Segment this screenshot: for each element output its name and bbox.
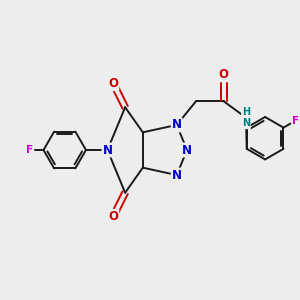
Text: N: N (103, 143, 112, 157)
Text: N: N (172, 169, 182, 182)
Text: N: N (172, 118, 182, 131)
Text: F: F (26, 145, 33, 155)
Text: N: N (182, 143, 192, 157)
Text: O: O (219, 68, 229, 81)
Text: O: O (108, 77, 118, 90)
Text: O: O (108, 210, 118, 223)
Text: H
N: H N (242, 107, 250, 128)
Text: F: F (292, 116, 299, 125)
